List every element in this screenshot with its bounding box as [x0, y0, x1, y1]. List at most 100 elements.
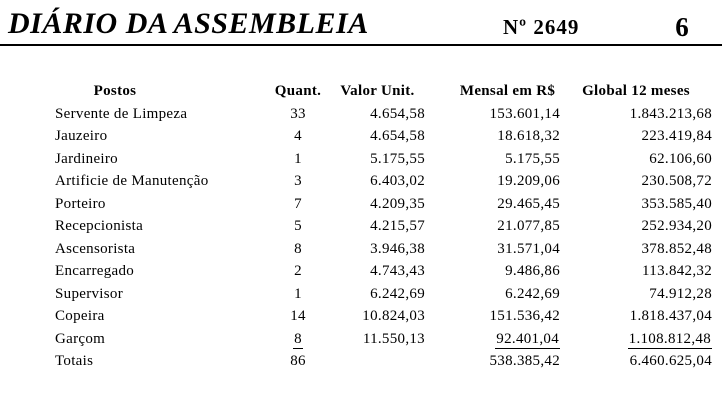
cell-quant: 86	[250, 350, 330, 373]
cell-text: 1.818.437,04	[629, 308, 712, 324]
cell-text: 10.824,03	[362, 308, 425, 324]
cell-text: Encarregado	[55, 263, 135, 279]
cell-text: Copeira	[55, 308, 105, 324]
cell-text: 8	[294, 240, 302, 257]
cell-mensal: 19.209,06	[425, 170, 560, 193]
cell-posto: Jauzeiro	[40, 125, 250, 148]
cell-valor_unit: 4.654,58	[330, 103, 425, 126]
cell-global: 378.852,48	[560, 238, 712, 261]
cell-text: Artificie de Manutenção	[55, 173, 209, 189]
cell-valor_unit: 4.654,58	[330, 125, 425, 148]
cell-text: 6.242,69	[505, 285, 560, 302]
cell-text: 5.175,55	[505, 150, 560, 167]
cell-text: Jardineiro	[55, 150, 118, 167]
cell-text: Servente de Limpeza	[55, 105, 188, 122]
cell-mensal: 29.465,45	[425, 193, 560, 216]
cell-global: 74.912,28	[560, 283, 712, 306]
cell-quant: 1	[250, 283, 330, 306]
column-header-quant: Quant.	[274, 83, 322, 99]
header-rule	[0, 44, 722, 46]
table-row: Garçom 8 11.550,13 92.401,04 1.108.812,48	[40, 328, 712, 351]
column-header-mensal: Mensal em R$	[459, 83, 556, 99]
table-row: Copeira 14 10.824,03 151.536,42 1.818.437,04	[40, 305, 712, 328]
cell-quant: 8	[250, 238, 330, 261]
table-row: Recepcionista 5 4.215,57 21.077,85 252.934,2…	[40, 215, 712, 238]
cell-text: Garçom	[55, 330, 106, 347]
table-row: Ascensorista 8 3.946,38 31.571,04 378.852,48	[40, 238, 712, 261]
cell-valor_unit	[330, 350, 425, 373]
table-row: Encarregado 2 4.743,43 9.486,86 113.842,32	[40, 260, 712, 283]
cell-text: 11.550,13	[362, 330, 425, 347]
cell-valor_unit: 11.550,13	[330, 328, 425, 351]
table-row: Supervisor 1 6.242,69 6.242,69 74.912,28	[40, 283, 712, 306]
cell-text: 4.654,58	[370, 105, 425, 122]
cell-mensal: 21.077,85	[425, 215, 560, 238]
table-row: Porteiro 7 4.209,35 29.465,45 353.585,40	[40, 193, 712, 216]
cell-global: 1.108.812,48	[560, 328, 712, 351]
cell-mensal: 92.401,04	[425, 328, 560, 351]
cell-quant: 5	[250, 215, 330, 238]
cell-text: Porteiro	[55, 195, 106, 212]
cell-mensal: 5.175,55	[425, 148, 560, 171]
column-header-postos: Postos	[93, 83, 137, 99]
cell-text: 4.743,43	[370, 263, 425, 279]
cell-text: 113.842,32	[642, 263, 712, 279]
masthead: DIÁRIO DA ASSEMBLEIA Nº 2649 6	[0, 0, 728, 46]
cell-text: 4.654,58	[370, 128, 425, 144]
cell-text: 1.108.812,48	[627, 330, 712, 349]
cell-quant: 1	[250, 148, 330, 171]
cell-text: 74.912,28	[649, 285, 712, 302]
cell-text: 4	[294, 128, 302, 144]
cell-text: 21.077,85	[497, 218, 560, 234]
postos-table: Postos Quant. Valor Unit. Mensal em R$ G…	[40, 80, 712, 373]
cell-text: Supervisor	[55, 285, 123, 302]
cell-valor_unit: 4.743,43	[330, 260, 425, 283]
cell-mensal: 538.385,42	[425, 350, 560, 373]
column-header-valor-unit: Valor Unit.	[340, 83, 415, 99]
cell-text: 6.460.625,04	[629, 353, 712, 369]
cell-quant: 14	[250, 305, 330, 328]
cell-text: 252.934,20	[641, 218, 712, 234]
cell-text: 1	[294, 150, 302, 167]
cell-text: 4.209,35	[370, 195, 425, 212]
issue-number: Nº 2649	[503, 15, 580, 39]
cell-valor_unit: 4.215,57	[330, 215, 425, 238]
cell-text: 19.209,06	[497, 173, 560, 189]
cell-global: 6.460.625,04	[560, 350, 712, 373]
cell-quant: 4	[250, 125, 330, 148]
cell-quant: 7	[250, 193, 330, 216]
cell-valor_unit: 10.824,03	[330, 305, 425, 328]
cell-text: 378.852,48	[641, 240, 712, 257]
cell-mensal: 151.536,42	[425, 305, 560, 328]
cell-text: Jauzeiro	[55, 128, 108, 144]
cell-global: 353.585,40	[560, 193, 712, 216]
cell-text: 3	[294, 173, 302, 189]
column-header-global: Global 12 meses	[582, 83, 690, 99]
cell-text: 92.401,04	[495, 330, 560, 349]
cell-valor_unit: 4.209,35	[330, 193, 425, 216]
cell-posto: Servente de Limpeza	[40, 103, 250, 126]
cell-quant: 8	[250, 328, 330, 351]
cell-text: 223.419,84	[641, 128, 712, 144]
cell-posto: Porteiro	[40, 193, 250, 216]
cell-text: 538.385,42	[489, 353, 560, 369]
cell-text: 1.843.213,68	[629, 105, 712, 122]
cell-posto: Supervisor	[40, 283, 250, 306]
table-row: Totais 86 538.385,42 6.460.625,04	[40, 350, 712, 373]
cell-text: 4.215,57	[370, 218, 425, 234]
cell-text: Recepcionista	[55, 218, 144, 234]
cell-text: 9.486,86	[505, 263, 560, 279]
cell-global: 113.842,32	[560, 260, 712, 283]
cell-text: 6.403,02	[370, 173, 425, 189]
cell-posto: Artificie de Manutenção	[40, 170, 250, 193]
table-row: Jardineiro 1 5.175,55 5.175,55 62.106,60	[40, 148, 712, 171]
cell-text: 8	[293, 330, 303, 349]
table-row: Servente de Limpeza 33 4.654,58 153.601,14 1…	[40, 103, 712, 126]
cell-text: 33	[290, 105, 306, 122]
cell-text: Totais	[55, 353, 94, 369]
cell-posto: Recepcionista	[40, 215, 250, 238]
cell-quant: 2	[250, 260, 330, 283]
table-body: Servente de Limpeza 33 4.654,58 153.601,14 1…	[40, 103, 712, 373]
cell-text: 5.175,55	[370, 150, 425, 167]
